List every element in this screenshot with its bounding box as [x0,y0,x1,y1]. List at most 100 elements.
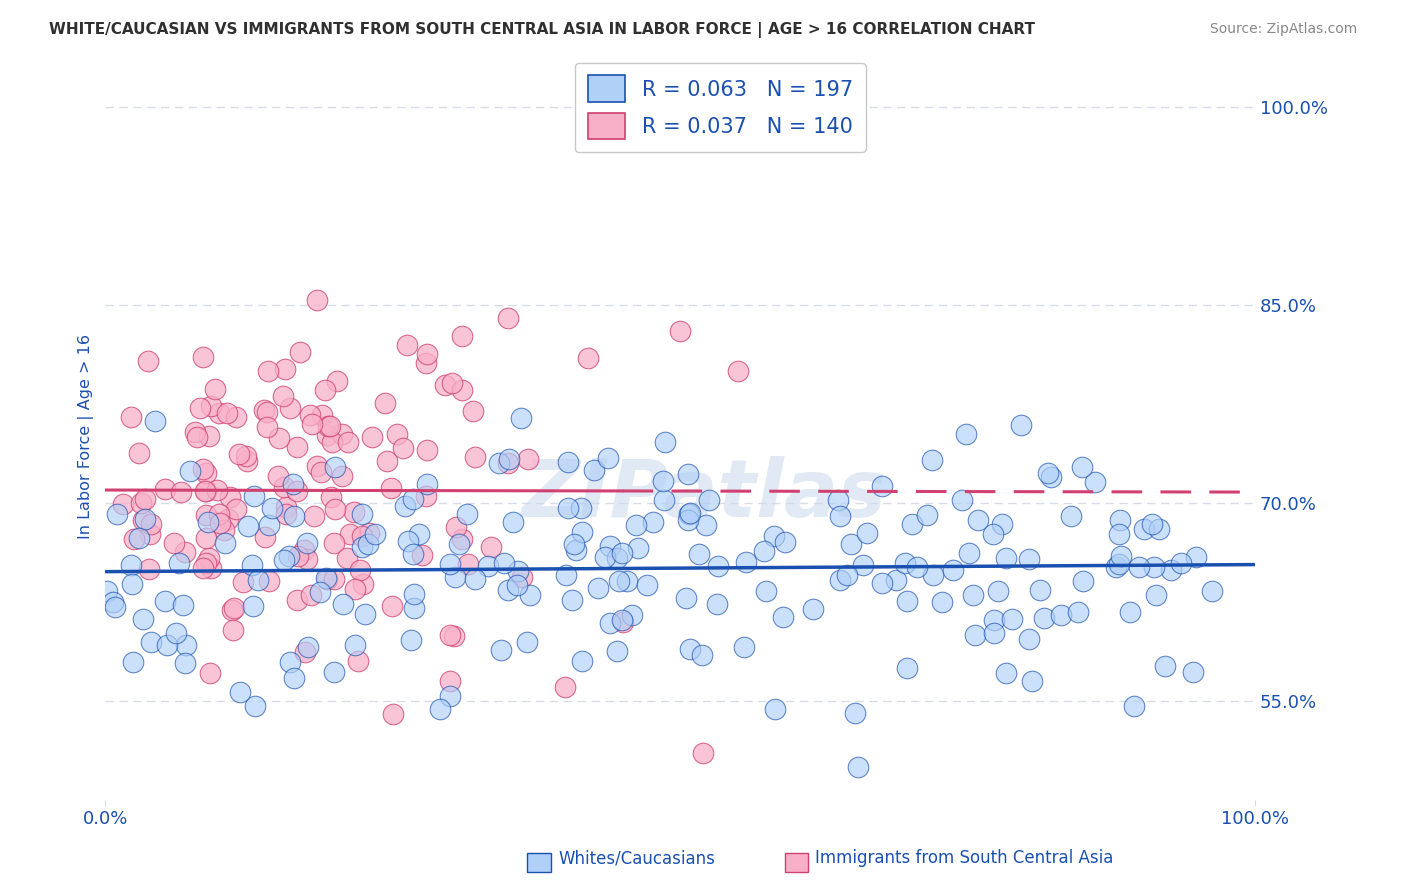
Point [103,595,125,609]
Point [1160,563,1182,577]
Point [353,607,375,621]
Point [616,574,638,588]
Point [636,578,658,592]
Point [669,325,692,339]
Point [326,374,349,388]
Point [464,450,486,464]
Point [852,558,875,573]
Point [381,706,404,721]
Point [273,480,295,494]
Point [120,558,142,572]
Point [679,506,702,520]
Point [1185,550,1208,565]
Point [773,535,796,549]
Point [179,464,201,478]
Point [285,593,308,607]
Point [339,527,361,541]
Point [846,759,869,773]
Point [217,512,239,526]
Point [132,612,155,626]
Point [610,613,633,627]
Point [281,476,304,491]
Point [995,551,1018,566]
Point [402,547,425,561]
Point [325,460,347,475]
Point [443,629,465,643]
Point [350,529,373,543]
Point [489,642,512,657]
Point [274,507,297,521]
Point [801,602,824,616]
Point [942,563,965,577]
Point [987,584,1010,599]
Point [1036,466,1059,480]
Point [606,550,628,565]
Point [870,576,893,591]
Point [184,425,207,439]
Point [222,623,245,637]
Point [212,524,235,538]
Point [173,545,195,559]
Point [330,468,353,483]
Point [496,456,519,470]
Point [319,418,342,433]
Point [194,508,217,522]
Point [444,519,467,533]
Point [112,497,135,511]
Point [191,462,214,476]
Point [209,516,232,530]
Point [396,533,419,548]
Point [194,531,217,545]
Point [1170,556,1192,570]
Point [323,536,346,550]
Point [654,435,676,450]
Point [332,597,354,611]
Point [188,401,211,415]
Point [347,654,370,668]
Point [1084,475,1107,490]
Point [676,513,699,527]
Point [167,556,190,570]
Point [498,451,520,466]
Point [197,515,219,529]
Point [204,382,226,396]
Point [429,702,451,716]
Point [576,351,599,365]
Point [901,516,924,531]
Point [598,450,620,465]
Point [364,527,387,541]
Point [1105,560,1128,574]
Point [1108,557,1130,571]
Point [392,442,415,456]
Point [464,573,486,587]
Point [224,601,246,615]
Point [451,532,474,546]
Point [1132,522,1154,536]
Point [297,640,319,654]
Point [1123,698,1146,713]
Point [138,562,160,576]
Legend: R = 0.063   N = 197, R = 0.037   N = 140: R = 0.063 N = 197, R = 0.037 N = 140 [575,63,866,152]
Point [253,529,276,543]
Point [246,574,269,588]
Point [695,518,717,533]
Point [256,405,278,419]
Point [735,555,758,569]
Point [225,502,247,516]
Point [172,598,194,612]
Point [221,603,243,617]
Point [755,583,778,598]
Point [827,492,849,507]
Point [200,665,222,680]
Point [844,706,866,720]
Point [165,626,187,640]
Point [921,452,943,467]
Point [565,542,588,557]
Point [679,641,702,656]
Point [496,583,519,598]
Y-axis label: In Labor Force | Age > 16: In Labor Force | Age > 16 [79,334,94,540]
Point [278,401,301,415]
Point [381,599,404,614]
Point [153,483,176,497]
Point [208,406,231,420]
